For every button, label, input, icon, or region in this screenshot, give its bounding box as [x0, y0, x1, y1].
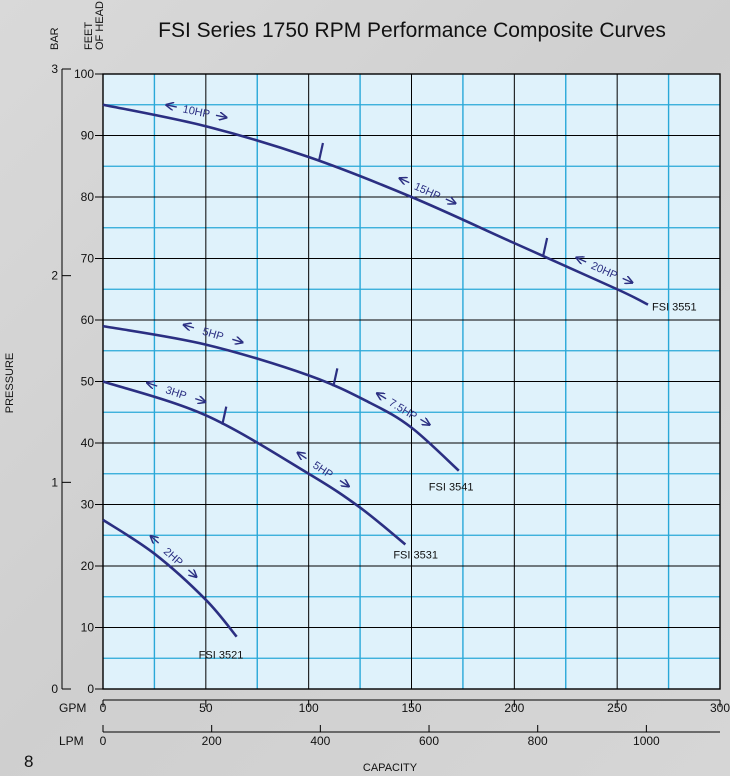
hp-arrow-right [187, 570, 195, 577]
curves [102, 103, 649, 638]
hp-break-mark [542, 237, 549, 257]
hp-break-mark [317, 142, 325, 162]
lpm-label: LPM [59, 734, 84, 748]
page-number: 8 [24, 752, 34, 771]
hp-arrow-left [184, 325, 195, 328]
gpm-tick-label: 300 [710, 701, 730, 715]
lpm-tick-label: 400 [310, 734, 330, 748]
feet-tick-label: 40 [81, 436, 95, 450]
curve-fsi-3551 [102, 103, 649, 306]
feet-tick-label: 70 [81, 252, 95, 266]
hp-arrow-left [577, 258, 587, 262]
hp-arrow-right [195, 399, 204, 402]
feet-tick-label: 100 [74, 67, 94, 81]
hp-arrow-left [400, 179, 410, 183]
gpm-label: GPM [59, 701, 86, 715]
feet-tick-label: 20 [81, 559, 95, 573]
series-name-label: FSI 3541 [429, 482, 474, 494]
hp-break-mark [221, 406, 228, 425]
hp-label-text: 10HP [181, 103, 210, 120]
feet-axis-label-line2: OF HEAD [94, 1, 106, 50]
feet-tick-label: 10 [81, 621, 95, 635]
curve-fsi-3541 [102, 324, 460, 472]
bar-tick-label: 0 [51, 682, 58, 696]
feet-tick-label: 60 [81, 313, 95, 327]
hp-arrow-right [339, 481, 348, 486]
bar-axis-label: BAR [49, 27, 61, 50]
lpm-tick-label: 600 [419, 734, 439, 748]
bar-tick-label: 1 [51, 475, 58, 489]
hp-arrow-left [167, 105, 177, 107]
curve-fsi-3531 [102, 380, 407, 546]
hp-arrow-right [445, 199, 455, 203]
gpm-tick-label: 50 [199, 701, 213, 715]
pressure-axis-label: PRESSURE [4, 353, 16, 414]
bar-tick-label: 2 [51, 269, 58, 283]
hp-arrow-left [378, 394, 387, 399]
feet-tick-label: 80 [81, 190, 95, 204]
capacity-label: CAPACITY [363, 762, 418, 774]
hp-arrow-left [148, 383, 158, 386]
hp-arrow-right [232, 339, 242, 342]
gpm-tick-label: 250 [607, 701, 627, 715]
bar-tick-label: 3 [51, 62, 58, 76]
hp-label: 10HP [166, 100, 227, 121]
lpm-tick-label: 800 [528, 734, 548, 748]
lpm-tick-label: 0 [100, 734, 107, 748]
series-name-label: FSI 3531 [393, 549, 438, 561]
gpm-tick-label: 100 [299, 701, 319, 715]
hp-arrow-right [420, 419, 429, 424]
feet-tick-label: 90 [81, 129, 95, 143]
series-name-label: FSI 3551 [652, 302, 697, 314]
curve-fsi-3521 [102, 518, 238, 638]
series-name-label: FSI 3521 [199, 650, 244, 662]
gpm-tick-label: 150 [401, 701, 421, 715]
hp-arrow-right [622, 278, 632, 282]
feet-tick-label: 50 [81, 375, 95, 389]
feet-axis-label-line1: FEET [83, 22, 95, 50]
hp-label: 5HP [182, 320, 243, 349]
plot-area [102, 73, 721, 690]
hp-break-mark [332, 368, 339, 387]
gpm-tick-label: 0 [100, 701, 107, 715]
lpm-tick-label: 200 [202, 734, 222, 748]
hp-label-text: 5HP [201, 326, 225, 344]
hp-arrow-right [215, 115, 226, 117]
hp-arrow-left [151, 536, 160, 543]
feet-tick-label: 0 [87, 682, 94, 696]
hp-arrow-left [298, 453, 307, 458]
lpm-tick-label: 1000 [633, 734, 660, 748]
feet-tick-label: 30 [81, 498, 95, 512]
gpm-tick-label: 200 [504, 701, 524, 715]
chart-title: FSI Series 1750 RPM Performance Composit… [158, 19, 666, 42]
